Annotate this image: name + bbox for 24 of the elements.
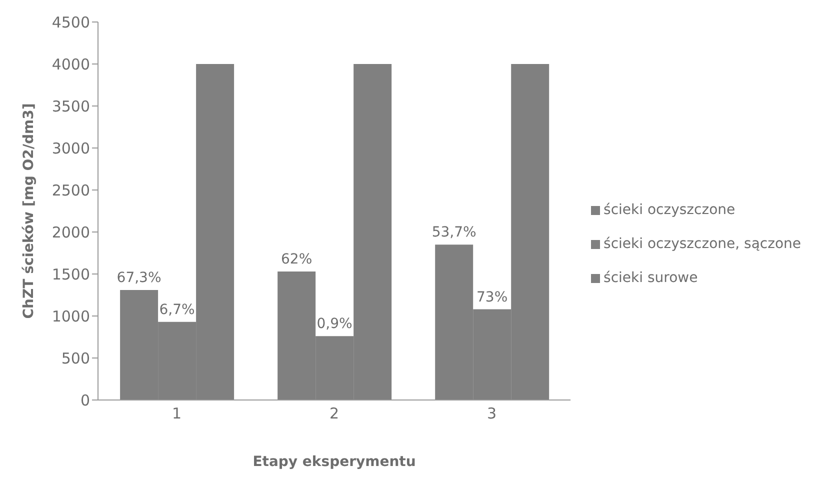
annotation: 62% — [281, 251, 312, 268]
y-tick-label: 1000 — [52, 307, 90, 326]
annotation: 53,7% — [432, 224, 476, 241]
y-tick-label: 3500 — [52, 97, 90, 116]
y-tick-label: 500 — [61, 349, 90, 368]
annotation: 73% — [476, 289, 508, 306]
y-tick-label: 3000 — [52, 139, 90, 158]
annotation: 67,3% — [116, 270, 162, 286]
x-axis-title: Etapy eksperymentu — [252, 454, 416, 470]
x-tick-label: 2 — [330, 404, 340, 423]
y-tick-label: 2000 — [52, 223, 90, 242]
legend-label: ścieki oczyszczone, sączone — [604, 236, 801, 252]
legend-label: ścieki oczyszczone — [604, 202, 736, 218]
y-tick-label: 1500 — [52, 265, 90, 284]
y-tick-label: 4000 — [52, 55, 90, 74]
x-tick-label: 3 — [487, 404, 497, 423]
annotation: 6,7% — [159, 302, 195, 318]
y-axis-title: ChZT ścieków [mg O2/dm3] — [20, 103, 37, 319]
y-tick-label: 0 — [80, 391, 90, 410]
legend-label: ścieki surowe — [604, 270, 698, 286]
y-tick-label: 2500 — [52, 181, 90, 200]
annotation: 0,9% — [316, 316, 352, 332]
y-tick-label: 4500 — [52, 13, 90, 32]
x-tick-label: 1 — [172, 404, 182, 423]
